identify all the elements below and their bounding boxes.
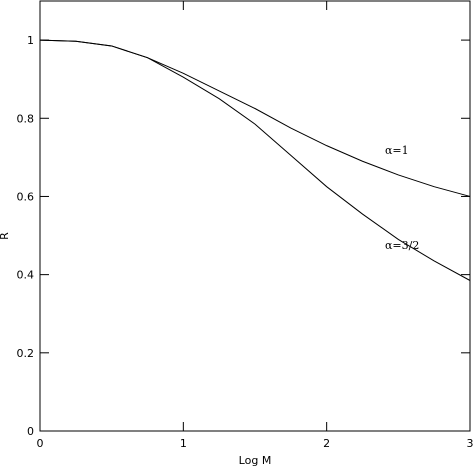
series-label: α=1 [385, 144, 409, 157]
line-series [39, 39, 471, 197]
y-tick-label: 1 [27, 34, 34, 47]
series-label: α=3/2 [385, 239, 419, 252]
y-tick-label: 0.8 [17, 112, 35, 125]
plot-frame [39, 0, 471, 432]
x-tick-label: 2 [323, 437, 330, 450]
x-tick-label: 3 [467, 437, 474, 450]
y-tick-label: 0.4 [17, 269, 35, 282]
y-axis-label: R [0, 232, 11, 240]
x-tick-label: 1 [180, 437, 187, 450]
line-series [39, 39, 471, 281]
x-axis-label: Log M [239, 454, 272, 467]
x-tick-label: 0 [37, 437, 44, 450]
y-tick-label: 0.6 [17, 190, 35, 203]
y-tick-label: 0 [27, 425, 34, 438]
y-tick-label: 0.2 [17, 347, 35, 360]
